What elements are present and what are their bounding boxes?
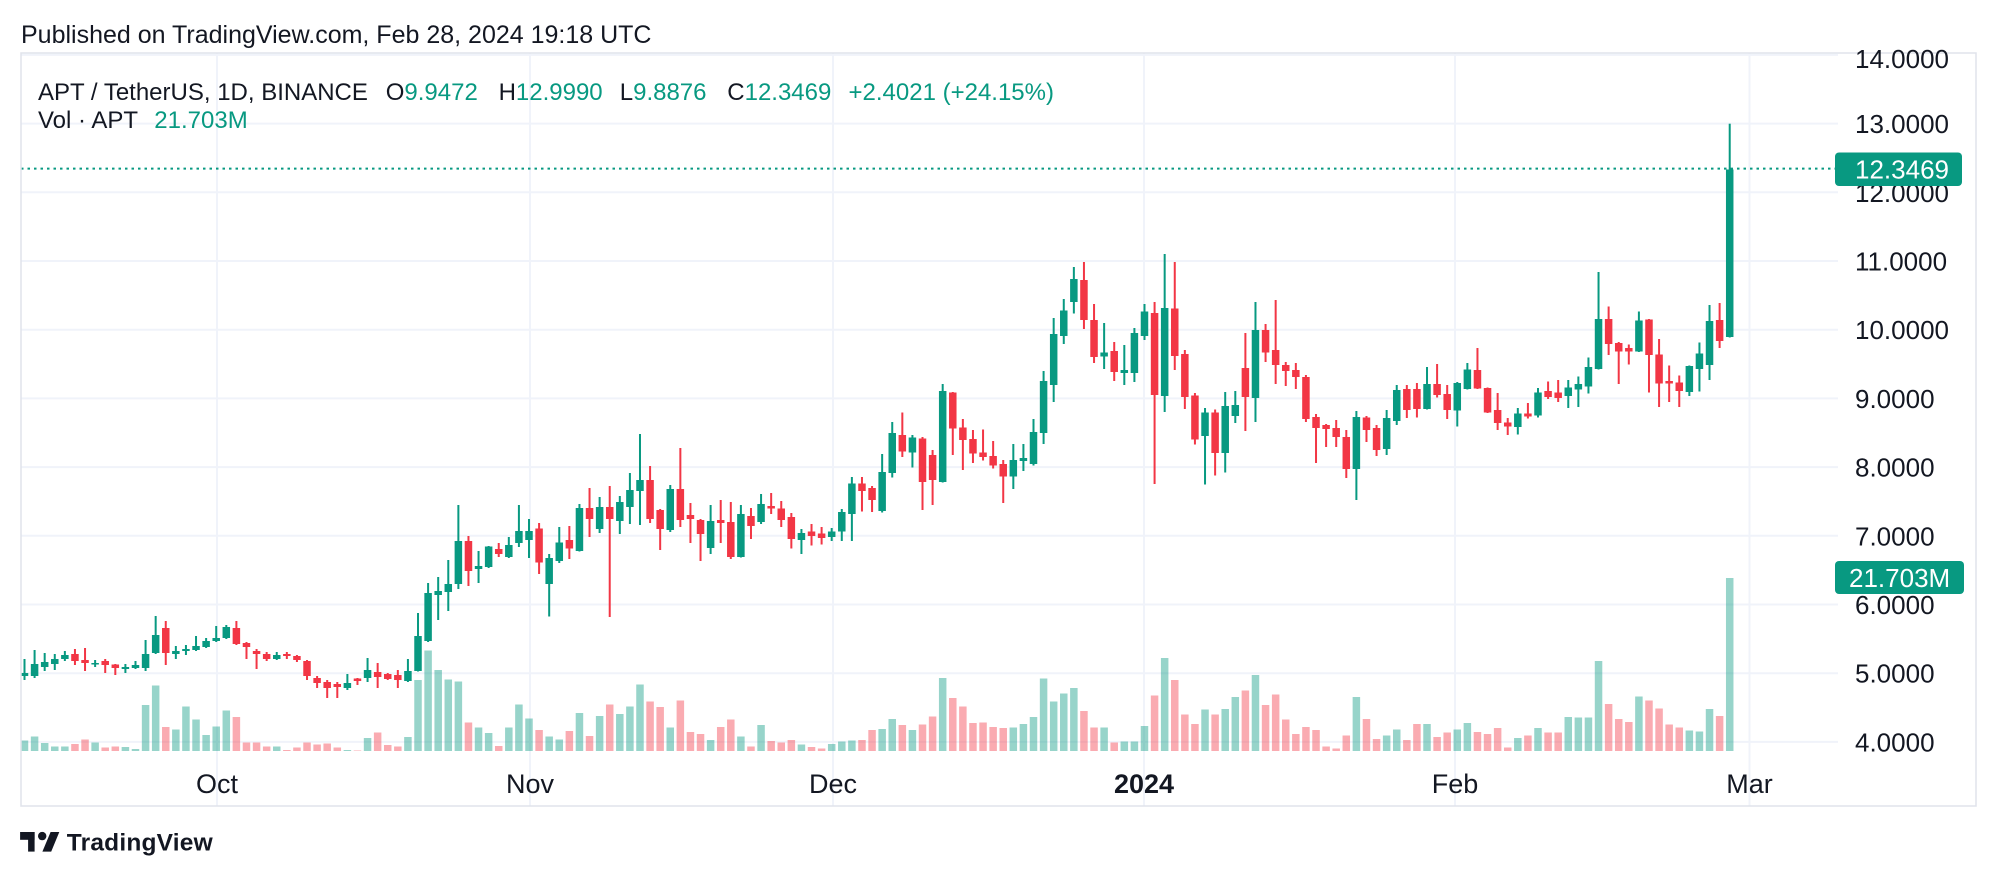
svg-text:21.703M: 21.703M [1849,563,1950,593]
svg-text:9.8876: 9.8876 [633,79,706,106]
svg-text:2024: 2024 [1114,769,1174,799]
svg-text:Oct: Oct [196,769,239,799]
svg-text:8.0000: 8.0000 [1855,453,1935,483]
svg-text:12.3469: 12.3469 [1855,155,1949,185]
svg-text:Published on TradingView.com,: Published on TradingView.com, Feb 28, 20… [21,21,651,49]
svg-text:21.703M: 21.703M [154,107,247,134]
svg-text:+2.4021 (+24.15%): +2.4021 (+24.15%) [849,79,1055,106]
svg-text:13.0000: 13.0000 [1855,109,1949,139]
svg-text:Feb: Feb [1432,769,1479,799]
svg-text:14.0000: 14.0000 [1855,44,1949,74]
svg-text:L: L [620,79,633,106]
svg-text:6.0000: 6.0000 [1855,590,1935,620]
svg-text:11.0000: 11.0000 [1855,247,1947,277]
svg-text:7.0000: 7.0000 [1855,521,1935,551]
svg-text:10.0000: 10.0000 [1855,315,1949,345]
svg-text:9.0000: 9.0000 [1855,384,1935,414]
svg-text:H: H [499,79,516,106]
svg-text:12.3469: 12.3469 [745,79,832,106]
svg-text:9.9472: 9.9472 [404,79,477,106]
svg-text:APT / TetherUS, 1D, BINANCE: APT / TetherUS, 1D, BINANCE [38,79,368,106]
svg-text:O: O [386,79,405,106]
svg-text:Dec: Dec [809,769,857,799]
svg-text:5.0000: 5.0000 [1855,659,1935,689]
svg-text:4.0000: 4.0000 [1855,727,1935,757]
svg-text:Vol · APT: Vol · APT [38,107,138,134]
svg-text:C: C [727,79,744,106]
svg-text:Nov: Nov [506,769,555,799]
svg-text:12.9990: 12.9990 [516,79,603,106]
svg-text:Mar: Mar [1726,769,1773,799]
svg-text:TradingView: TradingView [67,830,214,857]
